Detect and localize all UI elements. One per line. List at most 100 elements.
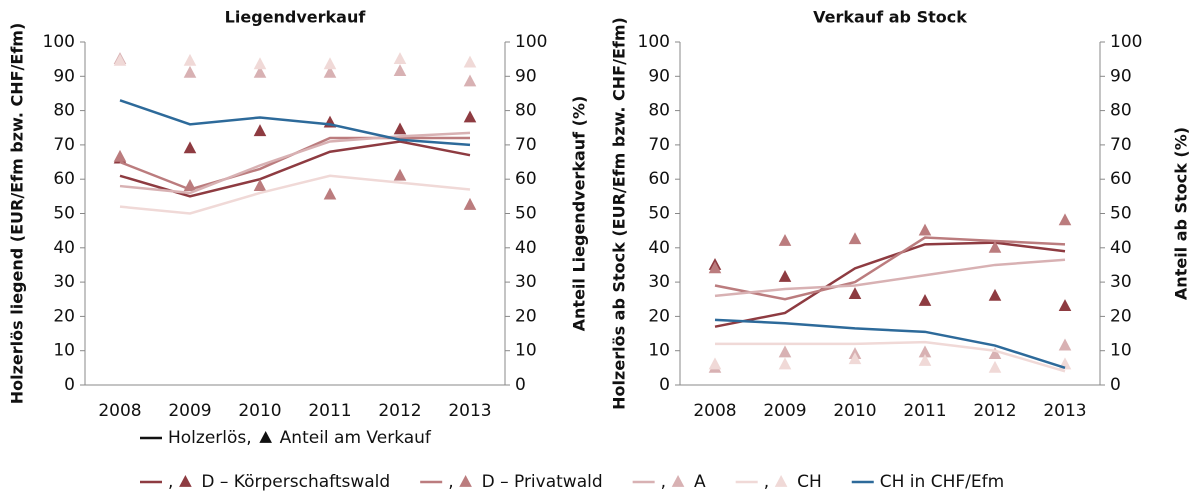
share-marker bbox=[253, 124, 267, 137]
share-marker bbox=[393, 52, 407, 65]
chart-title: Verkauf ab Stock bbox=[813, 8, 967, 27]
legend-text: D – Privatwald bbox=[482, 472, 603, 492]
y-tick-label: 90 bbox=[53, 66, 75, 86]
x-tick-label: 2012 bbox=[973, 401, 1016, 421]
y-tick-label: 70 bbox=[53, 135, 75, 155]
y-tick-label: 30 bbox=[53, 272, 75, 292]
x-tick-label: 2010 bbox=[238, 401, 281, 421]
share-marker bbox=[463, 74, 477, 87]
share-marker bbox=[778, 269, 792, 282]
y2-axis-title: Anteil Liegendverkauf (%) bbox=[570, 96, 589, 332]
share-marker bbox=[323, 57, 337, 70]
y-axis-title: Holzerlös ab Stock (EUR/Efm bzw. CHF/Efm… bbox=[610, 17, 629, 410]
share-marker bbox=[988, 240, 1002, 253]
x-tick-label: 2011 bbox=[903, 401, 946, 421]
share-marker bbox=[988, 347, 1002, 360]
share-marker bbox=[183, 65, 197, 78]
x-tick-label: 2011 bbox=[308, 401, 351, 421]
y2-tick-label: 10 bbox=[1110, 341, 1132, 361]
share-marker bbox=[253, 65, 267, 78]
y-tick-label: 80 bbox=[648, 101, 670, 121]
y-tick-label: 10 bbox=[648, 341, 670, 361]
x-tick-label: 2013 bbox=[1043, 401, 1086, 421]
y-tick-label: 0 bbox=[659, 375, 670, 395]
share-marker bbox=[113, 53, 127, 66]
share-marker bbox=[1058, 213, 1072, 226]
y-axis-title: Holzerlös liegend (EUR/Efm bzw. CHF/Efm) bbox=[8, 23, 27, 405]
y2-tick-label: 80 bbox=[1110, 101, 1132, 121]
share-marker bbox=[463, 197, 477, 210]
y-tick-label: 40 bbox=[53, 238, 75, 258]
y-tick-label: 0 bbox=[64, 375, 75, 395]
legend-marker bbox=[179, 475, 192, 487]
legend-text: CH bbox=[797, 472, 822, 492]
share-marker bbox=[393, 122, 407, 135]
y2-tick-label: 20 bbox=[515, 306, 537, 326]
legend-separator: , bbox=[168, 472, 173, 492]
y-tick-label: 100 bbox=[638, 32, 670, 52]
x-tick-label: 2013 bbox=[448, 401, 491, 421]
y-tick-label: 20 bbox=[53, 306, 75, 326]
y2-tick-label: 10 bbox=[515, 341, 537, 361]
y-tick-label: 40 bbox=[648, 238, 670, 258]
legend-marker bbox=[459, 475, 472, 487]
share-marker bbox=[183, 141, 197, 154]
y-tick-label: 50 bbox=[648, 204, 670, 224]
y2-axis-title: Anteil ab Stock (%) bbox=[1172, 127, 1191, 300]
series-line bbox=[714, 258, 1066, 298]
legend-marker bbox=[671, 475, 685, 487]
y2-tick-label: 40 bbox=[515, 238, 537, 258]
share-marker bbox=[988, 360, 1002, 373]
y-tick-label: 50 bbox=[53, 204, 75, 224]
share-marker bbox=[778, 233, 792, 246]
y2-tick-label: 100 bbox=[1110, 32, 1142, 52]
series-line bbox=[119, 131, 471, 195]
share-marker bbox=[918, 353, 932, 366]
y2-tick-label: 40 bbox=[1110, 238, 1132, 258]
y2-tick-label: 30 bbox=[515, 272, 537, 292]
x-tick-label: 2008 bbox=[693, 401, 736, 421]
share-marker bbox=[463, 55, 477, 68]
legend-text: CH in CHF/Efm bbox=[880, 472, 1004, 492]
y2-tick-label: 60 bbox=[1110, 169, 1132, 189]
y-tick-label: 30 bbox=[648, 272, 670, 292]
y2-tick-label: 0 bbox=[1110, 375, 1121, 395]
share-marker bbox=[1058, 338, 1072, 351]
y2-tick-label: 50 bbox=[515, 204, 537, 224]
y2-tick-label: 50 bbox=[1110, 204, 1132, 224]
x-tick-label: 2012 bbox=[378, 401, 421, 421]
share-marker bbox=[183, 179, 197, 191]
y-tick-label: 100 bbox=[43, 32, 75, 52]
y-tick-label: 60 bbox=[53, 169, 75, 189]
legend-separator: , bbox=[764, 472, 769, 492]
series-line bbox=[119, 140, 471, 198]
y-tick-label: 20 bbox=[648, 306, 670, 326]
y2-tick-label: 70 bbox=[1110, 135, 1132, 155]
share-marker bbox=[183, 53, 197, 66]
legend-separator: , bbox=[661, 472, 666, 492]
y2-tick-label: 0 bbox=[515, 375, 526, 395]
share-marker bbox=[708, 261, 722, 274]
share-marker bbox=[393, 168, 407, 181]
series-line bbox=[119, 99, 471, 147]
series-line bbox=[715, 340, 1066, 373]
legend-text: Anteil am Verkauf bbox=[280, 428, 432, 448]
share-marker bbox=[918, 345, 932, 358]
series-line bbox=[714, 236, 1066, 301]
y2-tick-label: 20 bbox=[1110, 306, 1132, 326]
legend-text: Holzerlös, bbox=[168, 428, 252, 448]
y2-tick-label: 90 bbox=[515, 66, 537, 86]
y2-tick-label: 70 bbox=[515, 135, 537, 155]
share-marker bbox=[918, 293, 932, 306]
x-tick-label: 2009 bbox=[168, 401, 211, 421]
share-marker bbox=[848, 352, 862, 365]
share-marker bbox=[848, 232, 862, 245]
share-marker bbox=[253, 179, 267, 191]
share-marker bbox=[988, 288, 1002, 301]
legend-text: A bbox=[694, 472, 706, 492]
y2-tick-label: 30 bbox=[1110, 272, 1132, 292]
series-line bbox=[119, 174, 471, 215]
share-marker bbox=[918, 223, 932, 236]
share-marker bbox=[323, 187, 337, 200]
